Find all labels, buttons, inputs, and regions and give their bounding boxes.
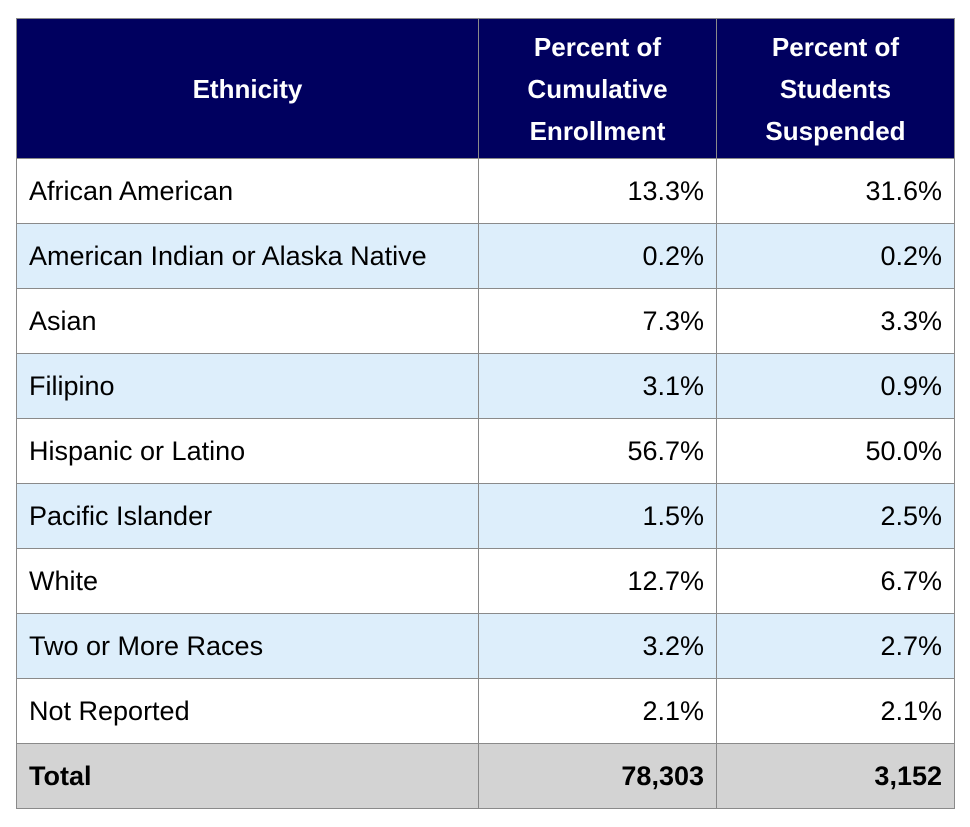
enrollment-cell: 13.3% xyxy=(478,158,717,224)
suspended-cell: 0.2% xyxy=(716,223,955,289)
table-row: Filipino 3.1% 0.9% xyxy=(16,353,955,419)
enrollment-cell: 2.1% xyxy=(478,678,717,744)
table-row: African American 13.3% 31.6% xyxy=(16,158,955,224)
suspended-cell: 50.0% xyxy=(716,418,955,484)
enrollment-cell: 1.5% xyxy=(478,483,717,549)
header-enrollment-line-2: Cumulative xyxy=(527,73,668,104)
header-suspended: Percent of Students Suspended xyxy=(716,18,955,159)
total-suspended: 3,152 xyxy=(716,743,955,809)
ethnicity-cell: Pacific Islander xyxy=(16,483,479,549)
header-row: Ethnicity Percent of Cumulative Enrollme… xyxy=(16,18,955,159)
enrollment-cell: 12.7% xyxy=(478,548,717,614)
table-row: Pacific Islander 1.5% 2.5% xyxy=(16,483,955,549)
header-suspended-line-1: Percent of xyxy=(771,31,900,62)
enrollment-cell: 7.3% xyxy=(478,288,717,354)
header-enrollment-line-3: Enrollment xyxy=(529,115,666,146)
header-enrollment-line-1: Percent of xyxy=(533,31,662,62)
table-row: Asian 7.3% 3.3% xyxy=(16,288,955,354)
table-row: American Indian or Alaska Native 0.2% 0.… xyxy=(16,223,955,289)
header-ethnicity-label: Ethnicity xyxy=(192,73,303,104)
ethnicity-cell: Filipino xyxy=(16,353,479,419)
suspended-cell: 2.7% xyxy=(716,613,955,679)
header-suspended-line-3: Suspended xyxy=(765,115,906,146)
ethnicity-cell: Asian xyxy=(16,288,479,354)
suspended-cell: 31.6% xyxy=(716,158,955,224)
enrollment-cell: 56.7% xyxy=(478,418,717,484)
ethnicity-suspension-table: Ethnicity Percent of Cumulative Enrollme… xyxy=(16,18,955,809)
ethnicity-cell: American Indian or Alaska Native xyxy=(16,223,479,289)
ethnicity-cell: Two or More Races xyxy=(16,613,479,679)
suspended-cell: 6.7% xyxy=(716,548,955,614)
enrollment-cell: 3.1% xyxy=(478,353,717,419)
ethnicity-cell: Not Reported xyxy=(16,678,479,744)
enrollment-cell: 3.2% xyxy=(478,613,717,679)
header-ethnicity: Ethnicity xyxy=(16,18,479,159)
table-row: Not Reported 2.1% 2.1% xyxy=(16,678,955,744)
suspended-cell: 0.9% xyxy=(716,353,955,419)
enrollment-cell: 0.2% xyxy=(478,223,717,289)
total-enrollment: 78,303 xyxy=(478,743,717,809)
ethnicity-cell: Hispanic or Latino xyxy=(16,418,479,484)
total-row: Total 78,303 3,152 xyxy=(16,743,955,809)
suspended-cell: 2.5% xyxy=(716,483,955,549)
ethnicity-cell: White xyxy=(16,548,479,614)
header-suspended-line-2: Students xyxy=(779,73,892,104)
table-container: Ethnicity Percent of Cumulative Enrollme… xyxy=(16,18,955,809)
table-row: White 12.7% 6.7% xyxy=(16,548,955,614)
suspended-cell: 2.1% xyxy=(716,678,955,744)
total-label: Total xyxy=(16,743,479,809)
header-enrollment: Percent of Cumulative Enrollment xyxy=(478,18,717,159)
ethnicity-cell: African American xyxy=(16,158,479,224)
table-row: Hispanic or Latino 56.7% 50.0% xyxy=(16,418,955,484)
suspended-cell: 3.3% xyxy=(716,288,955,354)
table-row: Two or More Races 3.2% 2.7% xyxy=(16,613,955,679)
